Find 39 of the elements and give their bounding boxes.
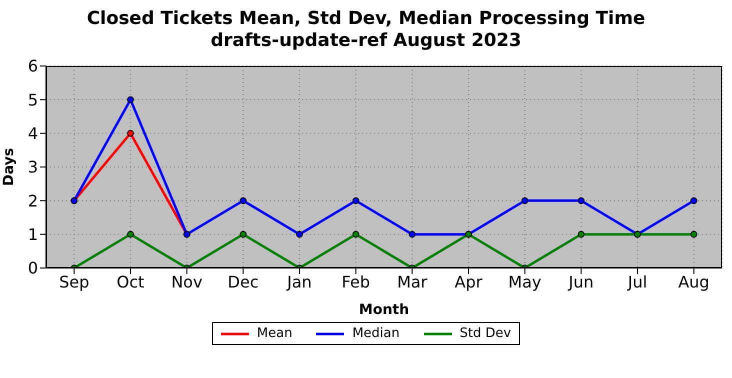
chart-title: Closed Tickets Mean, Std Dev, Median Processing Time drafts-update-ref August 2023 <box>86 7 646 52</box>
x-axis-title: Month <box>358 302 410 318</box>
legend-label: Std Dev <box>460 326 512 341</box>
point <box>578 230 585 238</box>
point <box>521 197 528 204</box>
point <box>352 230 360 238</box>
point <box>127 230 134 238</box>
x-tick-label: Jul <box>626 272 648 292</box>
point <box>352 197 360 204</box>
point <box>690 230 698 238</box>
x-tick-label: Nov <box>171 272 202 292</box>
y-axis-title: Days <box>0 148 17 186</box>
point <box>127 130 134 137</box>
point <box>127 96 134 104</box>
legend-label: Mean <box>256 326 292 341</box>
x-tick-label: Dec <box>228 272 259 292</box>
legend-label: Median <box>352 326 400 341</box>
y-tick-label: 5 <box>28 90 38 110</box>
point <box>408 230 416 238</box>
point <box>690 197 698 204</box>
point <box>296 230 303 238</box>
y-tick-label: 0 <box>28 258 38 278</box>
x-tick-label: Mar <box>397 272 428 292</box>
y-tick-label: 2 <box>28 191 38 210</box>
x-tick-label: Oct <box>116 272 144 292</box>
y-tick-label: 1 <box>28 225 38 244</box>
x-tick-label: Feb <box>342 272 370 292</box>
x-tick-label: Aug <box>678 272 710 292</box>
x-tick-label: Sep <box>59 272 90 292</box>
x-tick-label: Apr <box>454 272 483 292</box>
point <box>240 197 247 204</box>
x-tick-label: Jun <box>568 272 594 292</box>
y-tick-label: 6 <box>28 56 38 76</box>
point <box>578 197 585 204</box>
x-tick-label: Jan <box>286 272 312 292</box>
y-tick-label: 4 <box>28 124 38 144</box>
y-tick-label: 3 <box>28 158 38 177</box>
point <box>240 230 247 238</box>
x-tick-label: May <box>508 272 542 292</box>
